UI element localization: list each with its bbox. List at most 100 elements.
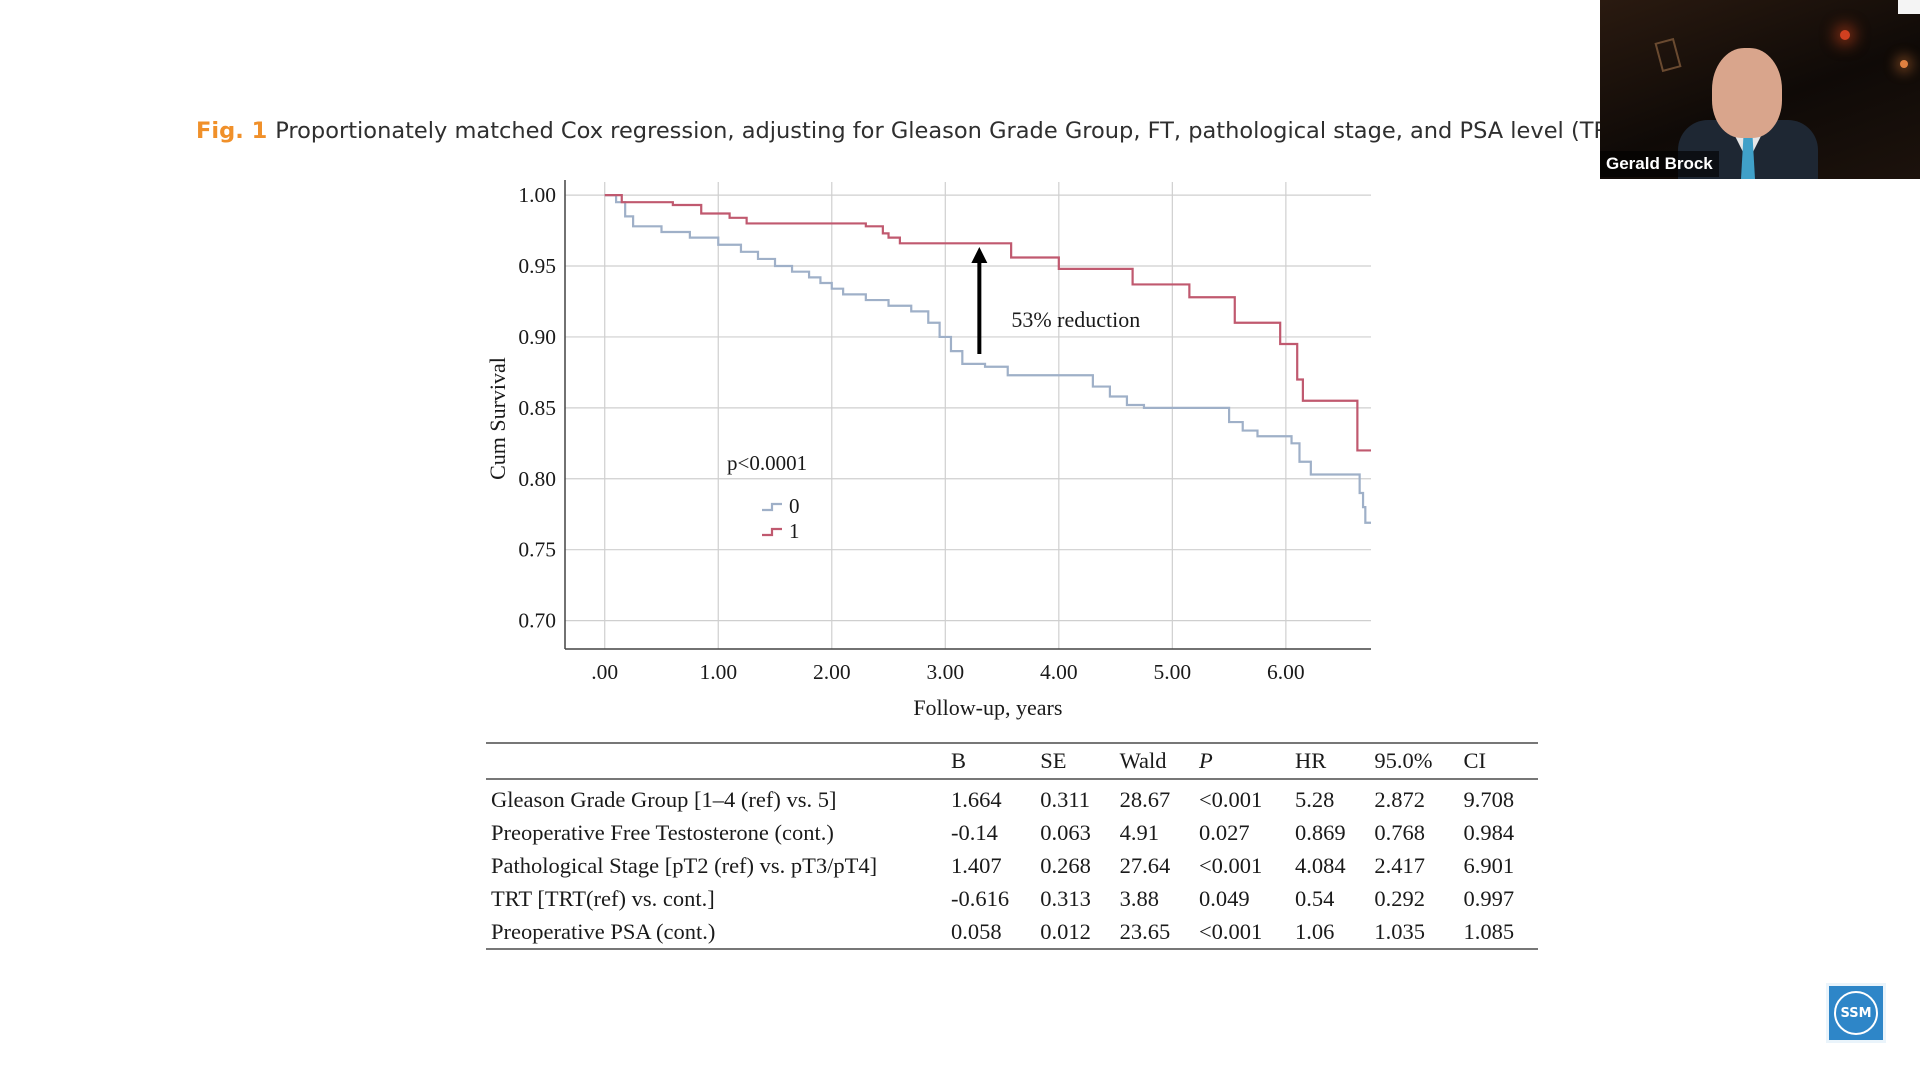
annotation-arrowhead [971, 246, 988, 263]
table-cell: <0.001 [1198, 852, 1263, 878]
x-tick-label: 2.00 [813, 660, 851, 684]
header-b: B [946, 743, 1036, 780]
table-cell: <0.001 [1198, 786, 1263, 812]
x-tick-label: .00 [591, 660, 618, 684]
y-tick-label: 0.75 [518, 538, 556, 562]
corner-highlight [1898, 0, 1920, 14]
ssm-logo-ring: SSM [1834, 991, 1878, 1035]
table-cell: Pathological Stage [pT2 (ref) vs. pT3/pT… [491, 852, 878, 878]
table-cell: <0.001 [1198, 918, 1263, 944]
table-cell: 27.64 [1119, 852, 1171, 878]
table-cell: 0.997 [1463, 885, 1515, 911]
y-tick-label: 0.90 [518, 325, 556, 349]
participant-head [1712, 48, 1782, 138]
table-cell: -0.14 [951, 819, 998, 845]
table-cell: 1.06 [1294, 918, 1335, 944]
figure-label: Fig. 1 [196, 118, 268, 144]
table-cell: 0.54 [1294, 885, 1335, 911]
y-tick-label: 0.85 [518, 396, 556, 420]
table-cell: 4.91 [1119, 819, 1159, 845]
ssm-logo[interactable]: SSM [1826, 983, 1886, 1043]
header-hr: HR [1289, 743, 1370, 780]
table-cell: 2.417 [1374, 852, 1425, 878]
table-cell: 0.869 [1294, 819, 1346, 845]
legend-label-0: 0 [789, 494, 800, 518]
table-cell: 6.901 [1463, 852, 1515, 878]
survival-curve-group-0 [604, 193, 1371, 524]
x-tick-label: 6.00 [1267, 660, 1305, 684]
x-tick-label: 4.00 [1040, 660, 1078, 684]
header-p: P [1193, 743, 1290, 780]
chart-grid [565, 182, 1371, 649]
survival-chart: .00 1.00 2.00 3.00 4.00 5.00 6.00 1.00 0.95 0.90 0… [485, 180, 1371, 720]
header-se: SE [1035, 743, 1115, 780]
table-cell: 0.984 [1463, 819, 1515, 845]
figure-caption: Fig. 1 Proportionately matched Cox regres… [196, 118, 1676, 144]
y-tick-label: 0.80 [518, 467, 556, 491]
table-cell: 0.768 [1374, 819, 1425, 845]
participant-video-tile[interactable]: Gerald Brock [1600, 0, 1920, 179]
table-cell: 0.027 [1198, 819, 1250, 845]
header-95: 95.0% [1369, 743, 1459, 780]
x-tick-label: 3.00 [926, 660, 964, 684]
header-variable [486, 743, 946, 780]
table-cell: TRT [TRT(ref) vs. cont.] [491, 885, 715, 911]
table-header: B SE Wald P HR 95.0% CI [486, 743, 1538, 780]
table-cell: 0.063 [1040, 819, 1091, 845]
table-row: Preoperative Free Testosterone (cont.) -… [486, 816, 1538, 849]
table-row: TRT [TRT(ref) vs. cont.] -0.616 0.313 3.… [486, 882, 1538, 915]
chart-series [604, 193, 1371, 524]
table-cell: 23.65 [1119, 918, 1171, 944]
survival-curve-group-1 [604, 193, 1371, 452]
chart-axes [564, 180, 1371, 650]
y-tick-label: 0.70 [518, 609, 556, 633]
header-ci: CI [1458, 743, 1538, 780]
table-cell: 9.708 [1463, 786, 1515, 812]
y-tick-label: 0.95 [518, 254, 556, 278]
table-cell: 0.012 [1040, 918, 1091, 944]
table-cell: Preoperative PSA (cont.) [491, 918, 716, 944]
table-cell: 1.085 [1463, 918, 1515, 944]
chart-labels: .00 1.00 2.00 3.00 4.00 5.00 6.00 1.00 0.95 0.90 0… [485, 183, 1305, 720]
legend-title: p<0.0001 [727, 451, 807, 475]
table-cell: 5.28 [1294, 786, 1335, 812]
background-lamp [1900, 60, 1908, 68]
table-cell: 0.292 [1374, 885, 1425, 911]
x-axis-label: Follow-up, years [913, 695, 1062, 720]
wall-frame [1654, 37, 1682, 73]
header-wald: Wald [1114, 743, 1194, 780]
legend-swatch-1 [762, 527, 782, 537]
table-row: Gleason Grade Group [1–4 (ref) vs. 5] 1.… [486, 779, 1538, 816]
y-axis-label: Cum Survival [485, 357, 510, 480]
legend-label-1: 1 [789, 519, 800, 543]
table-row: Pathological Stage [pT2 (ref) vs. pT3/pT… [486, 849, 1538, 882]
table-cell: 28.67 [1119, 786, 1171, 812]
background-lamp [1840, 30, 1850, 40]
table-cell: 0.268 [1040, 852, 1091, 878]
table-cell: 0.313 [1040, 885, 1091, 911]
annotation-text: 53% reduction [1011, 307, 1140, 332]
table-cell: 2.872 [1374, 786, 1425, 812]
table-header-row: B SE Wald P HR 95.0% CI [486, 743, 1538, 780]
table-cell: 1.664 [951, 786, 1002, 812]
table-row: Preoperative PSA (cont.) 0.058 0.012 23.… [486, 915, 1538, 949]
table-cell: -0.616 [951, 885, 1010, 911]
y-tick-label: 1.00 [518, 183, 556, 207]
table-cell: 0.058 [951, 918, 1002, 944]
table-body: Gleason Grade Group [1–4 (ref) vs. 5] 1.… [486, 779, 1538, 949]
cox-regression-table: B SE Wald P HR 95.0% CI Gleason Grade Gr… [486, 742, 1538, 950]
table-cell: 3.88 [1119, 885, 1159, 911]
x-tick-label: 5.00 [1154, 660, 1192, 684]
table-cell: 1.035 [1374, 918, 1425, 944]
figure-caption-text: Proportionately matched Cox regression, … [275, 118, 1676, 144]
table-cell: 0.311 [1040, 786, 1090, 812]
legend-swatch-0 [762, 502, 782, 512]
table-cell: 0.049 [1198, 885, 1250, 911]
table-cell: Preoperative Free Testosterone (cont.) [491, 819, 834, 845]
participant-name-tag: Gerald Brock [1600, 151, 1719, 177]
table-cell: 1.407 [951, 852, 1002, 878]
table-cell: 4.084 [1294, 852, 1346, 878]
participant-tie [1741, 130, 1755, 179]
x-tick-label: 1.00 [699, 660, 737, 684]
